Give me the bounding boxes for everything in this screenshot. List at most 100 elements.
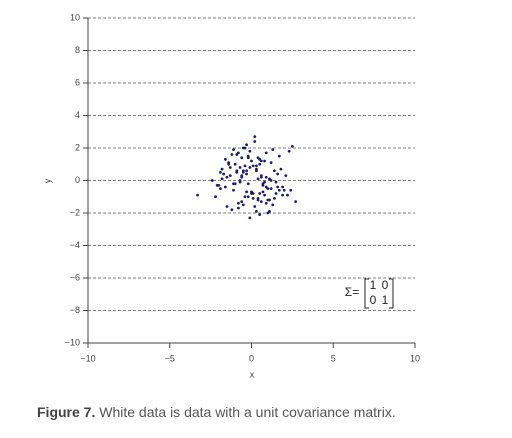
point <box>289 188 293 192</box>
y-tick-label: 0 <box>75 175 80 185</box>
point <box>264 201 268 205</box>
y-axis-label: y <box>42 178 52 183</box>
point <box>258 213 262 217</box>
caption: Figure 7. White data is data with a unit… <box>37 404 396 420</box>
x-tick-label: −10 <box>80 353 95 363</box>
point <box>225 205 229 208</box>
point <box>237 151 240 155</box>
point <box>277 154 281 158</box>
point <box>228 174 232 178</box>
point <box>255 209 258 213</box>
point <box>258 192 262 195</box>
point <box>238 166 242 169</box>
y-tick-label: −2 <box>70 207 80 217</box>
y-tick-label: 2 <box>75 142 80 152</box>
point <box>245 172 248 176</box>
matrix-entry: 0 <box>382 278 389 292</box>
point <box>264 185 268 189</box>
annotation-sigma: Σ= <box>345 285 359 299</box>
matrix-bracket <box>364 278 394 309</box>
point <box>272 196 276 200</box>
point <box>225 175 229 179</box>
point <box>219 170 222 174</box>
matrix-entry: 1 <box>382 293 389 307</box>
point <box>215 183 219 187</box>
point <box>214 195 217 199</box>
y-tick-label: −8 <box>70 305 80 315</box>
point <box>261 182 265 186</box>
point <box>241 203 245 207</box>
point <box>241 169 245 173</box>
x-tick-label: 10 <box>410 353 420 363</box>
y-tick-label: 6 <box>75 77 80 87</box>
x-tick-label: −5 <box>165 353 175 363</box>
point <box>282 188 286 192</box>
y-tick-label: 8 <box>75 45 80 55</box>
y-tick-label: −10 <box>65 337 80 347</box>
point <box>271 148 275 152</box>
point <box>258 162 262 166</box>
point <box>245 190 248 194</box>
point <box>246 156 250 160</box>
point <box>250 159 253 163</box>
point <box>256 177 260 181</box>
point <box>220 167 224 171</box>
point <box>237 206 240 210</box>
point <box>294 200 298 204</box>
point <box>240 174 244 178</box>
point <box>235 170 239 174</box>
point <box>245 143 248 147</box>
point <box>259 200 263 204</box>
point <box>238 180 242 184</box>
y-tick-label: 10 <box>70 12 80 22</box>
point <box>264 151 268 155</box>
point <box>255 169 258 173</box>
point <box>259 175 263 179</box>
point <box>245 169 248 173</box>
point <box>251 192 255 195</box>
x-tick-label: 0 <box>249 353 254 363</box>
point <box>196 193 199 197</box>
point <box>246 182 250 186</box>
y-tick-label: −4 <box>70 240 80 250</box>
point <box>230 153 234 156</box>
point <box>279 167 283 171</box>
point <box>281 185 284 189</box>
point <box>286 193 289 197</box>
point <box>266 211 270 215</box>
point <box>268 198 271 202</box>
point <box>223 185 227 189</box>
point <box>261 190 265 194</box>
point <box>237 201 240 205</box>
point <box>263 193 266 197</box>
point <box>251 164 255 168</box>
point <box>253 135 257 139</box>
point <box>248 149 252 153</box>
point <box>243 164 247 168</box>
point <box>248 216 252 220</box>
y-tick-label: −6 <box>70 272 80 282</box>
matrix-entry: 0 <box>370 293 377 307</box>
point <box>274 180 278 184</box>
point <box>232 188 235 192</box>
point <box>232 148 235 152</box>
point <box>276 172 280 176</box>
point <box>269 179 273 182</box>
point <box>222 172 226 176</box>
point <box>253 205 257 208</box>
y-tick-label: 4 <box>75 110 80 120</box>
point <box>223 157 227 161</box>
point <box>240 156 244 160</box>
point <box>219 187 222 191</box>
point <box>256 196 260 200</box>
point <box>263 159 266 163</box>
point <box>243 195 247 199</box>
point <box>274 192 278 195</box>
point <box>269 187 273 191</box>
point <box>227 162 231 166</box>
point <box>272 169 276 173</box>
point <box>228 166 232 169</box>
point <box>264 175 268 179</box>
